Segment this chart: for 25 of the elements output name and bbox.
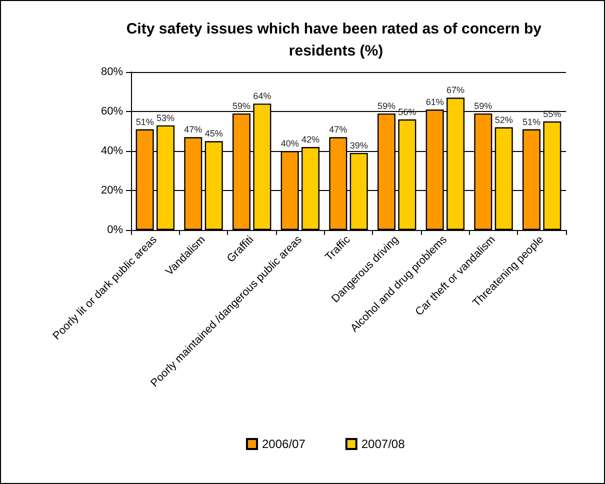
y-tick-label: 40% bbox=[100, 145, 124, 157]
data-label: 67% bbox=[446, 85, 465, 96]
data-label: 52% bbox=[494, 114, 513, 125]
data-label: 53% bbox=[156, 112, 175, 123]
data-label: 45% bbox=[204, 128, 223, 139]
data-label: 51% bbox=[136, 116, 154, 127]
data-label: 39% bbox=[350, 140, 368, 150]
data-label: 51% bbox=[522, 116, 540, 127]
data-label: 47% bbox=[184, 124, 202, 135]
data-label: 47% bbox=[329, 124, 348, 135]
data-label: 55% bbox=[543, 108, 562, 119]
data-label: 40% bbox=[280, 138, 299, 148]
data-label: 59% bbox=[232, 100, 250, 111]
data-label: 59% bbox=[474, 100, 492, 111]
y-tick-label: 80% bbox=[100, 66, 124, 78]
chart-title: City safety issues which have been rated as of concern by residents (%) bbox=[126, 20, 546, 60]
data-label: 64% bbox=[253, 91, 272, 102]
data-label: 42% bbox=[302, 134, 320, 145]
y-tick-label: 0% bbox=[107, 224, 124, 236]
data-label: 59% bbox=[377, 100, 396, 111]
y-tick-label: 60% bbox=[100, 106, 124, 118]
data-label: 61% bbox=[426, 97, 444, 108]
legend-label: 2006/07 bbox=[262, 437, 306, 451]
y-tick-label: 20% bbox=[100, 184, 124, 196]
legend-label: 2007/08 bbox=[361, 437, 406, 451]
